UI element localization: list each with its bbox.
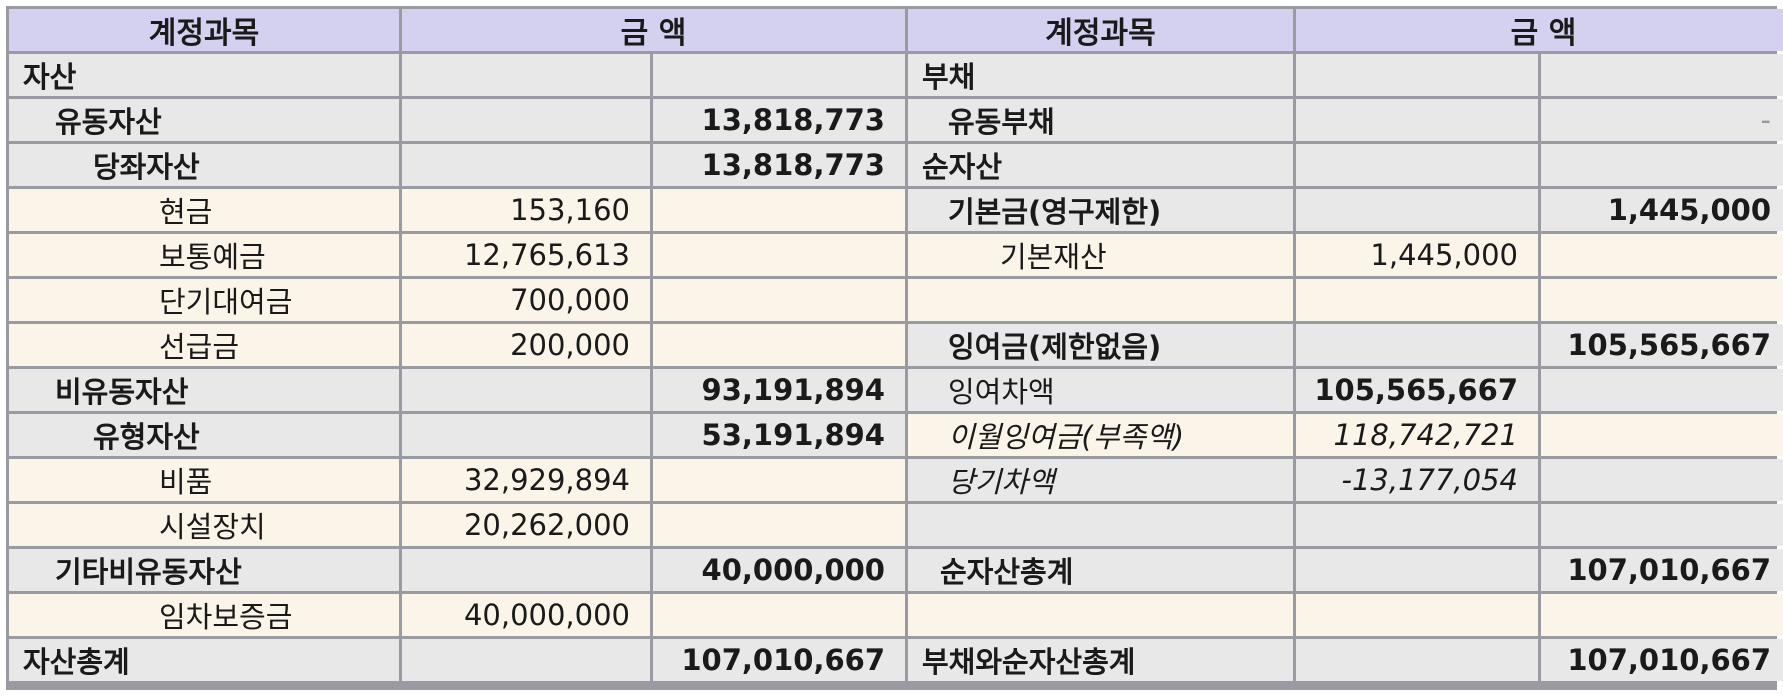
empty-cell [653,279,905,321]
empty-cell [1296,639,1538,681]
empty-cell [1541,234,1783,276]
left-account-header: 계정과목 [9,9,399,51]
quick-assets-amount: 13,818,773 [653,144,905,186]
empty-cell [402,54,650,96]
tangible-assets-label: 유형자산 [9,414,399,456]
grand-total-amount: 107,010,667 [1541,639,1783,681]
surplus-label: 잉여금(제한없음) [908,324,1293,366]
empty-cell [1296,324,1538,366]
balance-sheet-grid: 계정과목 금 액 계정과목 금 액 자산 부채 유동자산 13,818,773 … [9,9,1783,681]
empty-cell [653,594,905,636]
empty-cell [402,414,650,456]
right-amount-header: 금 액 [1296,9,1783,51]
assets-total-label: 자산총계 [9,639,399,681]
empty-cell [1541,459,1783,501]
lease-deposit-label: 임차보증금 [9,594,399,636]
empty-cell [653,234,905,276]
surplus-balance-amount: 105,565,667 [1296,369,1538,411]
left-amount-header: 금 액 [402,9,905,51]
empty-cell [1541,414,1783,456]
empty-cell [908,504,1293,546]
empty-cell [653,459,905,501]
advance-payment-label: 선급금 [9,324,399,366]
endowment-label: 기본금(영구제한) [908,189,1293,231]
net-assets-total-label: 순자산총계 [908,549,1293,591]
grand-total-label: 부채와순자산총계 [908,639,1293,681]
empty-cell [402,639,650,681]
carried-surplus-label: 이월잉여금(부족액) [908,414,1293,456]
other-noncurrent-label: 기타비유동자산 [9,549,399,591]
empty-cell [1296,144,1538,186]
surplus-balance-label: 잉여차액 [908,369,1293,411]
empty-cell [1541,594,1783,636]
empty-cell [908,594,1293,636]
empty-cell [1541,144,1783,186]
lease-deposit-amount: 40,000,000 [402,594,650,636]
current-balance-label: 당기차액 [908,459,1293,501]
facilities-amount: 20,262,000 [402,504,650,546]
advance-payment-amount: 200,000 [402,324,650,366]
other-noncurrent-amount: 40,000,000 [653,549,905,591]
equipment-amount: 32,929,894 [402,459,650,501]
current-assets-amount: 13,818,773 [653,99,905,141]
empty-cell [402,144,650,186]
empty-cell [1296,594,1538,636]
empty-cell [653,504,905,546]
empty-cell [1296,189,1538,231]
empty-cell [1541,504,1783,546]
equipment-label: 비품 [9,459,399,501]
empty-cell [908,279,1293,321]
empty-cell [653,54,905,96]
carried-surplus-amount: 118,742,721 [1296,414,1538,456]
empty-cell [1296,504,1538,546]
empty-cell [1296,99,1538,141]
assets-total-amount: 107,010,667 [653,639,905,681]
deposits-label: 보통예금 [9,234,399,276]
basic-property-label: 기본재산 [908,234,1293,276]
endowment-amount: 1,445,000 [1541,189,1783,231]
cash-amount: 153,160 [402,189,650,231]
empty-cell [402,369,650,411]
current-balance-amount: -13,177,054 [1296,459,1538,501]
deposits-amount: 12,765,613 [402,234,650,276]
surplus-amount: 105,565,667 [1541,324,1783,366]
short-loans-label: 단기대여금 [9,279,399,321]
current-liabilities-amount: - [1541,99,1783,141]
basic-property-amount: 1,445,000 [1296,234,1538,276]
balance-sheet: 계정과목 금 액 계정과목 금 액 자산 부채 유동자산 13,818,773 … [6,6,1783,690]
empty-cell [653,324,905,366]
short-loans-amount: 700,000 [402,279,650,321]
empty-cell [1541,54,1783,96]
empty-cell [402,549,650,591]
noncurrent-assets-amount: 93,191,894 [653,369,905,411]
liabilities-section-label: 부채 [908,54,1293,96]
noncurrent-assets-label: 비유동자산 [9,369,399,411]
empty-cell [1541,279,1783,321]
right-account-header: 계정과목 [908,9,1293,51]
current-liabilities-label: 유동부채 [908,99,1293,141]
net-assets-section-label: 순자산 [908,144,1293,186]
empty-cell [1296,54,1538,96]
empty-cell [1296,549,1538,591]
current-assets-label: 유동자산 [9,99,399,141]
cash-label: 현금 [9,189,399,231]
facilities-label: 시설장치 [9,504,399,546]
empty-cell [1296,279,1538,321]
quick-assets-label: 당좌자산 [9,144,399,186]
empty-cell [1541,369,1783,411]
tangible-assets-amount: 53,191,894 [653,414,905,456]
empty-cell [653,189,905,231]
empty-cell [402,99,650,141]
net-assets-total-amount: 107,010,667 [1541,549,1783,591]
assets-section-label: 자산 [9,54,399,96]
